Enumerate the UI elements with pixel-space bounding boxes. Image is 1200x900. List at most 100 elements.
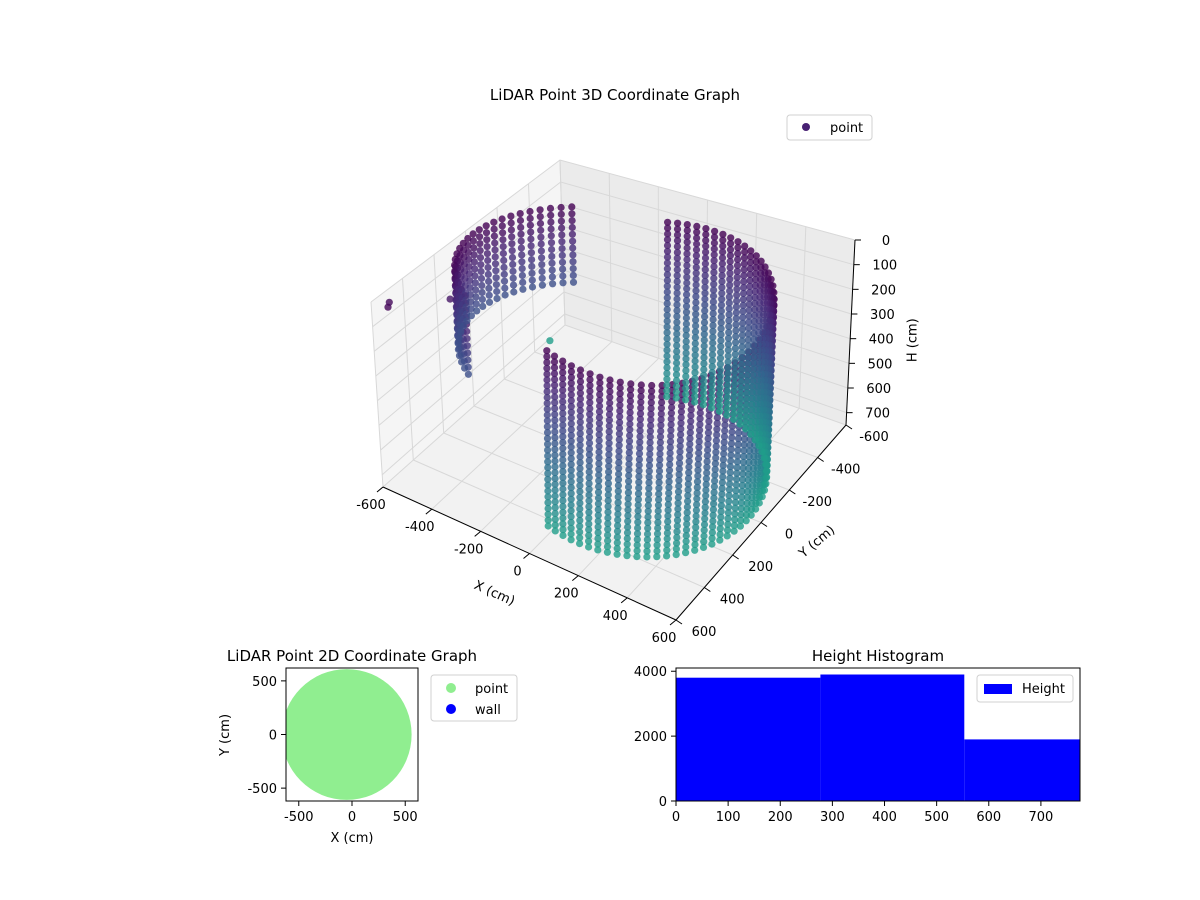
chart-3d-point [673,330,681,338]
chart-3d-point [740,260,748,268]
chart-3d-point [692,287,700,295]
chart-3d-point [701,283,709,291]
chart-3d-point [457,328,465,336]
chart-3d-x-tickmark [669,619,677,626]
chart-2d-plot: -500 0 500 -500 0 500 [247,667,419,825]
chart-3d-y-tickmark [704,587,711,592]
chart-3d-point [655,467,664,475]
chart-3d-point [613,539,621,547]
chart-3d-y-ticklabel: 400 [720,593,745,608]
chart-3d-point [692,310,700,318]
chart-3d-point [594,540,602,548]
chart-3d-point [682,396,690,404]
chart-3d-point [704,446,712,454]
chart-3d-point [576,482,584,490]
chart-3d-point [654,524,662,532]
chart-3d-point [718,266,726,274]
chart-3d-point [673,289,681,297]
chart-3d-point [663,364,671,372]
chart-3d-point [576,418,584,426]
chart-3d-point [643,536,652,544]
chart-3d-point [710,263,718,271]
chart-3d-point [604,502,612,510]
chart-3d-point [636,438,644,446]
chart-3d-point [732,487,740,495]
chart-3d-point [673,533,681,542]
chart-3d-point [470,244,478,252]
chart-3d-x-tickmark [523,553,530,559]
chart-3d-point [625,449,633,457]
chart-3d-point [634,512,642,521]
chart-3d-point [739,295,747,304]
chart-3d-point [557,217,566,225]
chart-3d-point [625,437,634,445]
chart-3d-point [544,481,552,489]
chart-3d-point [683,279,691,287]
chart-3d-point [467,312,475,320]
chart-3d-z-ticklabel: 300 [870,308,895,323]
chart-3d-point [736,408,744,416]
chart-3d-point [667,432,675,440]
chart-3d-point [692,269,700,277]
chart-3d-point [683,520,691,528]
chart-3d-ylabel: Y (cm) [796,523,839,562]
chart-3d-point [682,532,690,540]
chart-3d-point [743,389,751,397]
chart-3d-point [604,520,612,528]
chart-3d-point [664,506,672,514]
chart-3d-point [664,518,672,526]
chart-3d-y-tickmark [845,424,853,430]
chart-2d-legend-marker-point [446,683,456,693]
chart-3d-point [716,401,724,409]
chart-3d-point [538,267,546,276]
chart-3d-point [746,270,754,279]
chart-3d-point [717,325,725,333]
chart-3d-point [719,248,727,256]
chart-3d-point [606,382,614,390]
chart-3d-point [606,399,614,407]
chart-3d-point [594,506,602,514]
chart-3d-point [745,306,753,314]
chart-3d-point [569,265,577,273]
chart-3d-point [614,481,623,490]
chart-3d-point [546,204,555,212]
chart-3d-point [548,259,556,267]
chart-3d-point [760,454,768,462]
chart-3d-point [633,541,641,549]
chart-3d-gridline-z [370,159,856,303]
chart-3d-point [646,456,654,464]
chart-3d-point [694,455,703,463]
chart-2d-x-ticklabel: 0 [348,810,356,825]
chart-3d-point [708,386,716,394]
chart-3d-point [615,436,623,444]
chart-3d-point [615,441,623,449]
chart-3d-point [536,206,544,214]
chart-3d-point [585,479,593,488]
chart-3d-point [626,420,634,428]
chart-3d-point [568,230,577,238]
chart-3d-point [683,256,691,264]
chart-3d-point [748,401,756,409]
chart-3d-point [470,258,478,266]
chart-3d-point [668,403,676,412]
chart-3d-point [567,536,575,544]
chart-3d-point [702,230,710,239]
chart-3d-point [635,450,644,458]
chart-3d-point [528,262,536,270]
chart-3d-point [516,216,525,225]
chart-3d-point [740,284,748,292]
chart-3d-point [475,226,483,234]
chart-2d-y-ticklabel: 0 [269,729,277,744]
chart-3d-point [558,224,566,232]
chart-3d-point [673,539,681,547]
chart-3d-point [701,503,709,511]
chart-3d-point [716,530,724,539]
chart-3d-point [708,357,717,365]
chart-3d-point [686,440,694,448]
chart-3d-point [718,277,726,286]
chart-3d-point [634,524,642,532]
chart-3d-point [733,297,741,305]
chart-3d-point [595,442,603,450]
chart-3d-point [605,433,613,441]
chart-3d-point [655,478,663,486]
